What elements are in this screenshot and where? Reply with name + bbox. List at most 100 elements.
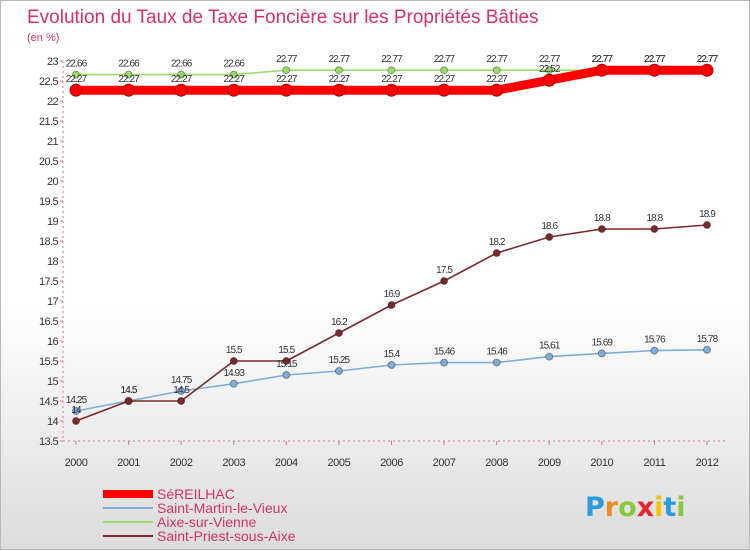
data-point-sereilhac	[648, 64, 660, 76]
data-label-sereilhac: 22.27	[118, 74, 140, 85]
data-label-sereilhac: 22.27	[381, 74, 403, 85]
data-point-sereilhac	[333, 84, 345, 96]
data-point-sereilhac	[543, 74, 555, 86]
data-label-saint-martin-le-vieux: 14.93	[223, 368, 245, 379]
x-ticks: 2000 2001 2002 2003 2004 2005 2006 2007 2008 2009…	[65, 441, 719, 469]
data-point-sereilhac	[438, 84, 450, 96]
y-tick-label: 23	[47, 56, 59, 68]
data-point-saint-priest-sous-aixe	[598, 226, 605, 233]
x-tick-label: 2010	[590, 457, 613, 469]
data-label-aixe-sur-vienne: 22.66	[118, 59, 140, 70]
data-label-saint-priest-sous-aixe: 14	[71, 405, 82, 416]
x-tick-label: 2011	[643, 457, 665, 469]
data-point-saint-priest-sous-aixe	[441, 278, 448, 285]
data-point-saint-martin-le-vieux	[493, 359, 500, 366]
data-point-saint-martin-le-vieux	[388, 362, 395, 369]
data-point-saint-priest-sous-aixe	[651, 226, 658, 233]
data-point-saint-priest-sous-aixe	[125, 398, 132, 405]
series-line-saint-priest-sous-aixe	[76, 225, 707, 421]
data-point-sereilhac	[491, 84, 503, 96]
data-label-saint-priest-sous-aixe: 15.5	[226, 345, 243, 356]
logo-letter: o	[618, 492, 637, 523]
data-point-saint-priest-sous-aixe	[73, 418, 80, 425]
data-label-saint-martin-le-vieux: 15.46	[434, 347, 456, 358]
data-point-sereilhac	[175, 84, 187, 96]
data-label-sereilhac: 22.27	[434, 74, 456, 85]
data-point-saint-priest-sous-aixe	[704, 222, 711, 229]
data-point-aixe-sur-vienne	[283, 67, 290, 74]
data-label-sereilhac: 22.77	[644, 54, 666, 65]
data-label-saint-martin-le-vieux: 15.78	[697, 334, 719, 345]
x-tick-label: 2001	[117, 457, 140, 469]
y-tick-label: 14	[47, 416, 59, 428]
data-point-saint-martin-le-vieux	[546, 353, 553, 360]
x-tick-label: 2004	[275, 457, 298, 469]
data-point-saint-martin-le-vieux	[651, 347, 658, 354]
data-label-saint-priest-sous-aixe: 15.5	[278, 345, 295, 356]
data-point-saint-martin-le-vieux	[283, 372, 290, 379]
y-tick-label: 17.5	[39, 276, 58, 288]
y-tick-label: 15.5	[39, 356, 58, 368]
logo-letter: x	[637, 492, 654, 523]
data-label-sereilhac: 22.52	[539, 64, 561, 75]
data-label-saint-priest-sous-aixe: 18.6	[541, 221, 558, 232]
logo-letter: i	[676, 492, 685, 523]
data-label-saint-priest-sous-aixe: 17.5	[436, 265, 453, 276]
chart-svg: Evolution du Taux de Taxe Foncière sur l…	[1, 1, 750, 551]
data-label-aixe-sur-vienne: 22.66	[171, 59, 193, 70]
legend-label: Saint-Priest-sous-Aixe	[157, 528, 296, 544]
data-label-saint-martin-le-vieux: 15.15	[276, 359, 298, 370]
data-point-saint-priest-sous-aixe	[493, 250, 500, 257]
data-point-saint-martin-le-vieux	[598, 350, 605, 357]
data-label-aixe-sur-vienne: 22.77	[434, 54, 456, 65]
y-tick-label: 14.5	[39, 396, 58, 408]
data-label-saint-priest-sous-aixe: 18.2	[489, 237, 506, 248]
y-tick-label: 19.5	[39, 196, 58, 208]
data-label-sereilhac: 22.77	[697, 54, 719, 65]
legend: SéREILHACSaint-Martin-le-VieuxAixe-sur-V…	[103, 486, 296, 544]
data-label-aixe-sur-vienne: 22.77	[276, 54, 298, 65]
logo-letter: r	[605, 492, 619, 523]
data-point-sereilhac	[70, 84, 82, 96]
data-label-sereilhac: 22.27	[171, 74, 193, 85]
data-label-aixe-sur-vienne: 22.66	[66, 59, 88, 70]
data-label-saint-priest-sous-aixe: 14.5	[121, 385, 138, 396]
data-point-aixe-sur-vienne	[493, 67, 500, 74]
series-points	[70, 64, 713, 424]
data-point-aixe-sur-vienne	[335, 67, 342, 74]
data-label-sereilhac: 22.27	[486, 74, 508, 85]
x-tick-label: 2008	[485, 457, 508, 469]
data-point-saint-martin-le-vieux	[704, 346, 711, 353]
data-point-sereilhac	[386, 84, 398, 96]
data-label-saint-martin-le-vieux: 15.69	[592, 337, 614, 348]
data-label-sereilhac: 22.27	[223, 74, 245, 85]
chart-frame: Evolution du Taux de Taxe Foncière sur l…	[0, 0, 750, 550]
logo-text: Proxiti	[585, 492, 686, 523]
data-label-saint-priest-sous-aixe: 16.2	[331, 317, 348, 328]
y-tick-label: 19	[47, 216, 59, 228]
data-point-saint-priest-sous-aixe	[546, 234, 553, 241]
data-point-saint-priest-sous-aixe	[335, 330, 342, 337]
logo-letter: t	[663, 492, 676, 523]
data-point-sereilhac	[596, 64, 608, 76]
y-tick-label: 15	[47, 376, 59, 388]
x-tick-label: 2007	[433, 457, 456, 469]
proxiti-logo: Proxiti	[585, 492, 686, 523]
data-label-sereilhac: 22.27	[276, 74, 298, 85]
y-tick-label: 16	[47, 336, 59, 348]
y-axis-unit: (en %)	[27, 32, 59, 44]
y-tick-label: 18	[47, 256, 59, 268]
y-tick-label: 20.5	[39, 156, 58, 168]
logo-letter: P	[585, 492, 605, 523]
data-label-sereilhac: 22.27	[66, 74, 88, 85]
data-label-saint-martin-le-vieux: 15.25	[329, 355, 351, 366]
x-tick-label: 2000	[65, 457, 88, 469]
y-tick-label: 18.5	[39, 236, 58, 248]
chart-title: Evolution du Taux de Taxe Foncière sur l…	[27, 7, 539, 28]
data-point-sereilhac	[123, 84, 135, 96]
data-label-sereilhac: 22.27	[329, 74, 351, 85]
x-tick-label: 2009	[538, 457, 561, 469]
data-label-aixe-sur-vienne: 22.77	[486, 54, 508, 65]
data-point-sereilhac	[280, 84, 292, 96]
data-label-saint-priest-sous-aixe: 14.5	[173, 385, 190, 396]
